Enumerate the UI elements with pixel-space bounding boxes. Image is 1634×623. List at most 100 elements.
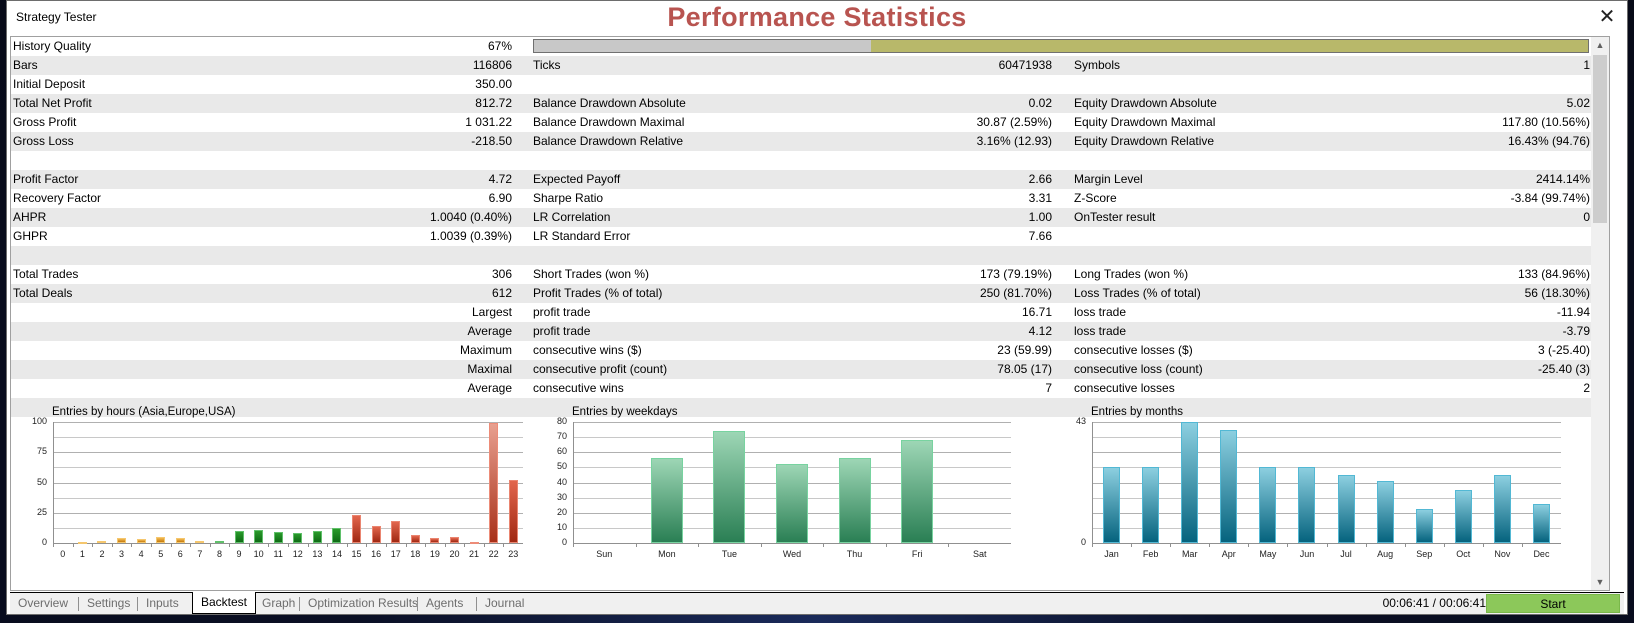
tab-overview[interactable]: Overview <box>18 596 69 610</box>
bar-5 <box>156 536 166 543</box>
tab-inputs[interactable]: Inputs <box>146 596 179 610</box>
x-tick-label: 9 <box>236 549 242 559</box>
x-tick-label: Sep <box>1416 549 1433 559</box>
stat-value: Maximal <box>467 362 512 376</box>
x-tick-mark <box>1092 543 1093 547</box>
x-tick-mark <box>229 543 231 547</box>
stat-label: Balance Drawdown Absolute <box>533 96 686 110</box>
stat-label: Total Net Profit <box>13 96 92 110</box>
bar-nov <box>1493 475 1511 543</box>
x-tick-label: 15 <box>351 549 362 559</box>
tab-backtest[interactable]: Backtest <box>192 592 257 614</box>
y-axis <box>573 422 574 547</box>
stat-label: Sharpe Ratio <box>533 191 604 205</box>
x-tick-mark <box>366 543 368 547</box>
x-tick-mark <box>1482 543 1484 547</box>
gridline <box>1092 422 1561 423</box>
gridline <box>573 452 1011 454</box>
scroll-up-icon[interactable]: ▲ <box>1595 40 1605 50</box>
x-tick-mark <box>209 543 211 547</box>
stat-value: 0 <box>1583 210 1590 224</box>
tab-separator <box>417 597 418 611</box>
stats-row: Gross Profit 1 031.22 Balance Drawdown Max… <box>11 113 1609 132</box>
bar-tue <box>713 431 746 543</box>
bar-22 <box>489 423 499 543</box>
x-tick-label: 22 <box>488 549 499 559</box>
history-quality-bar-empty <box>534 40 872 52</box>
stat-value: 117.80 (10.56%) <box>1502 115 1590 129</box>
stats-row <box>11 246 1609 265</box>
stat-label: Long Trades (won %) <box>1074 267 1189 281</box>
bar-18 <box>410 534 420 543</box>
stat-label: Symbols <box>1074 58 1121 72</box>
window-title: Strategy Tester <box>16 10 97 24</box>
x-tick-label: Feb <box>1142 549 1159 559</box>
vertical-scrollbar[interactable]: ▲ ▼ <box>1591 37 1609 590</box>
stats-row: Bars 116806 Ticks 60471938 Symbols 1 <box>11 56 1609 75</box>
x-tick-mark <box>170 543 172 547</box>
x-tick-label: 18 <box>410 549 421 559</box>
tester-tabs: 00:06:41 / 00:06:41 Start Overview Settin… <box>10 592 1624 614</box>
x-tick-mark <box>307 543 309 547</box>
tab-graph[interactable]: Graph <box>262 596 296 610</box>
stat-value: Largest <box>471 305 512 319</box>
stat-label: consecutive losses <box>1074 381 1175 395</box>
statistics-table: History Quality 67% Bars 116806 Ticks 60471… <box>11 37 1609 417</box>
bar-thu <box>838 458 871 543</box>
stat-label: consecutive losses ($) <box>1074 343 1193 357</box>
x-tick-label: 19 <box>429 549 440 559</box>
y-tick-label: 0 <box>561 537 567 547</box>
stat-label: LR Correlation <box>533 210 611 224</box>
stat-label: Balance Drawdown Relative <box>533 134 684 148</box>
x-tick-mark <box>573 543 574 547</box>
stat-label: Bars <box>13 58 38 72</box>
stat-value: 3.31 <box>1028 191 1052 205</box>
stat-label: Equity Drawdown Absolute <box>1074 96 1217 110</box>
close-icon[interactable]: ✕ <box>1598 6 1616 28</box>
stat-label: Equity Drawdown Relative <box>1074 134 1215 148</box>
stats-row: Maximum consecutive wins ($) 23 (59.99) con… <box>11 341 1609 360</box>
scrollbar-thumb[interactable] <box>1593 55 1607 223</box>
start-button[interactable]: Start <box>1486 594 1620 613</box>
stat-value: 7 <box>1045 381 1052 395</box>
x-tick-label: 5 <box>158 549 164 559</box>
stats-row: Gross Loss -218.50 Balance Drawdown Relati… <box>11 132 1609 151</box>
x-tick-mark <box>1170 543 1172 547</box>
gridline <box>573 422 1011 423</box>
stat-value: 250 (81.70%) <box>979 286 1052 300</box>
bar-apr <box>1220 430 1238 543</box>
bar-wed <box>776 464 808 543</box>
entries-by-hours-chart: Entries by hours (Asia,Europe,USA) 100 75 5… <box>11 402 531 590</box>
stat-value: 60471938 <box>998 58 1052 72</box>
bar-20 <box>449 536 459 543</box>
stat-label: LR Standard Error <box>533 229 631 243</box>
bar-jun <box>1298 467 1316 543</box>
x-tick-mark <box>885 543 887 547</box>
tab-optimization-results[interactable]: Optimization Results <box>308 596 419 610</box>
stat-value: 306 <box>491 267 512 281</box>
x-tick-label: 12 <box>292 549 303 559</box>
y-tick-label: 30 <box>556 491 567 502</box>
gridline <box>1092 452 1561 454</box>
stat-value: 30.87 (2.59%) <box>976 115 1052 129</box>
tab-agents[interactable]: Agents <box>426 596 464 610</box>
stat-value: 2.66 <box>1028 172 1052 186</box>
tab-settings[interactable]: Settings <box>87 596 131 610</box>
stats-row: Initial Deposit 350.00 <box>11 75 1609 94</box>
x-tick-label: Sat <box>972 549 987 559</box>
gridline <box>53 422 523 423</box>
x-tick-label: Jan <box>1104 549 1119 559</box>
x-tick-mark <box>444 543 446 547</box>
x-tick-mark <box>1248 543 1250 547</box>
bar-6 <box>175 538 185 543</box>
tab-separator <box>137 597 138 611</box>
tab-journal[interactable]: Journal <box>485 596 525 610</box>
scroll-down-icon[interactable]: ▼ <box>1595 577 1605 587</box>
stat-value: -11.94 <box>1556 305 1590 319</box>
stat-value: Maximum <box>459 343 512 357</box>
plot-area <box>1092 422 1561 547</box>
x-tick-label: 1 <box>79 549 85 559</box>
gridline <box>573 437 1011 439</box>
bar-sep <box>1415 509 1433 543</box>
x-tick-mark <box>823 543 825 547</box>
